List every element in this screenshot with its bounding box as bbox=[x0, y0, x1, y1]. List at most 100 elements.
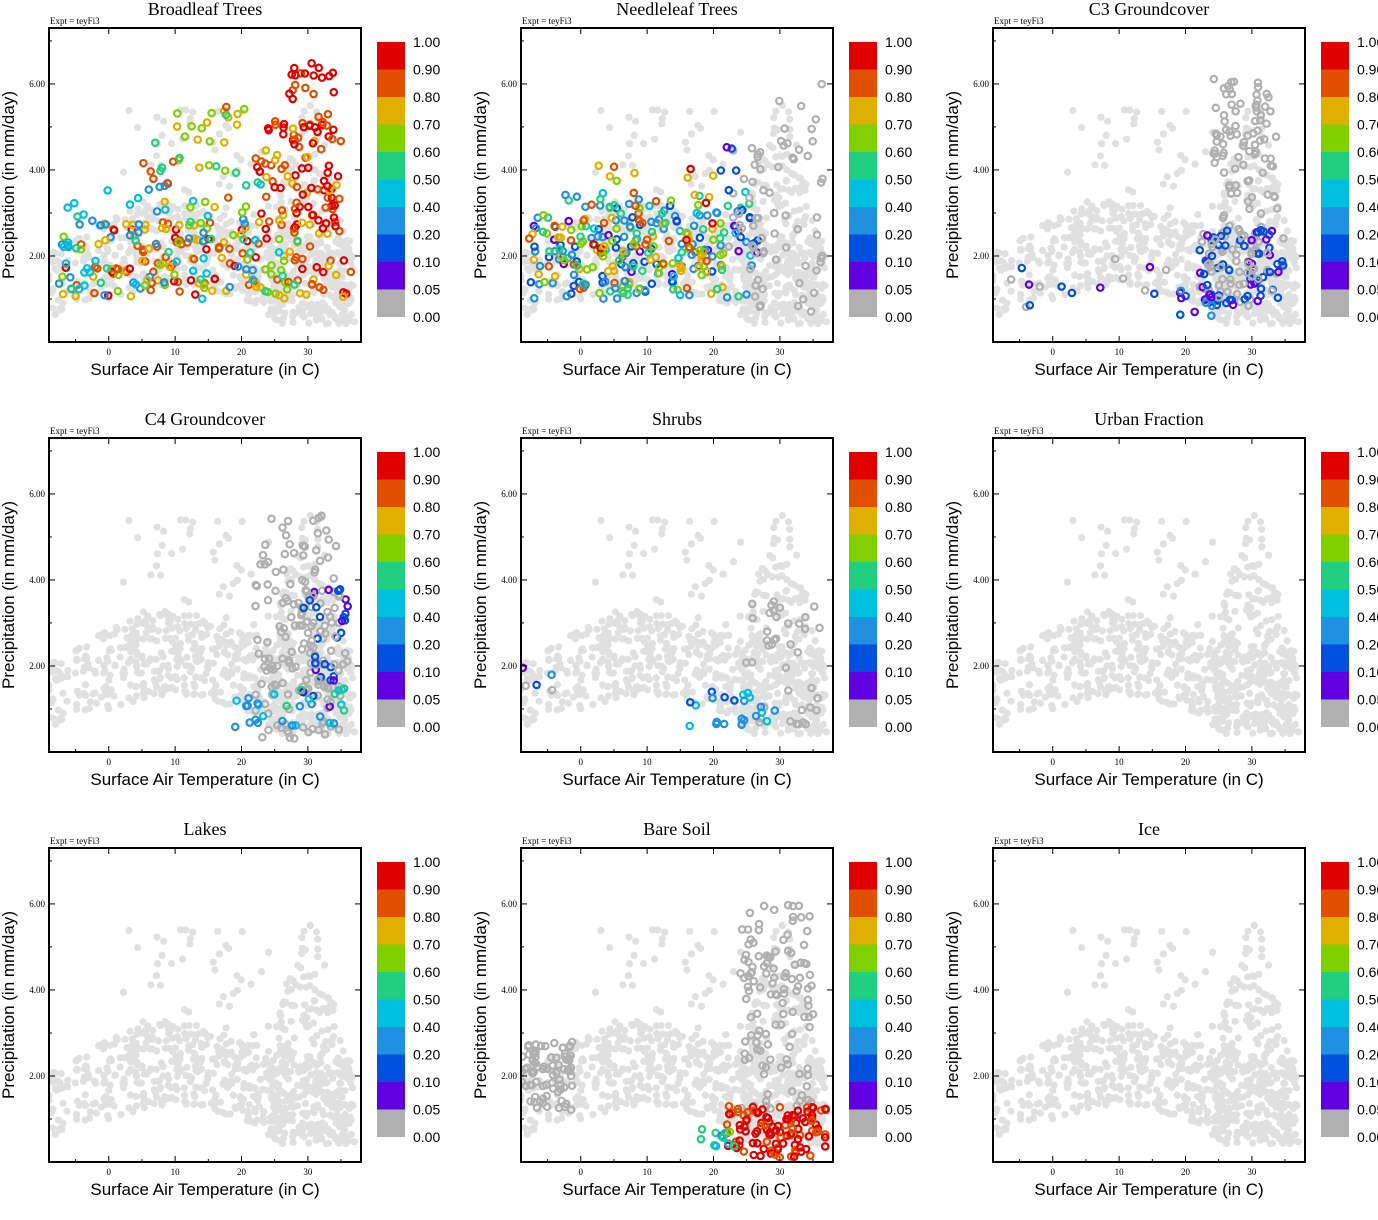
background-point bbox=[125, 516, 133, 525]
background-point bbox=[1253, 199, 1262, 207]
background-point bbox=[269, 297, 277, 305]
background-point bbox=[597, 106, 605, 115]
data-point bbox=[1212, 137, 1221, 146]
background-point bbox=[182, 251, 190, 260]
background-point bbox=[1163, 288, 1171, 296]
data-point bbox=[1199, 269, 1209, 279]
data-point bbox=[736, 232, 745, 242]
background-point bbox=[715, 296, 723, 304]
background-point bbox=[1221, 192, 1229, 200]
background-point bbox=[822, 318, 830, 326]
data-point bbox=[131, 236, 140, 245]
background-point bbox=[328, 276, 336, 285]
data-point bbox=[1279, 234, 1288, 243]
data-point bbox=[221, 110, 231, 120]
background-point bbox=[711, 634, 719, 642]
x-tick-label: 10 bbox=[171, 347, 181, 357]
background-point bbox=[1099, 257, 1107, 265]
data-point bbox=[694, 262, 704, 272]
background-point bbox=[719, 160, 727, 168]
background-point bbox=[640, 647, 648, 655]
data-point bbox=[716, 166, 726, 175]
background-point bbox=[786, 115, 794, 123]
background-point bbox=[645, 265, 653, 274]
data-point bbox=[292, 198, 301, 207]
data-point bbox=[241, 202, 251, 211]
data-point bbox=[160, 197, 169, 207]
background-point bbox=[1105, 197, 1113, 206]
data-point bbox=[290, 280, 299, 289]
data-point bbox=[695, 233, 705, 243]
colorbar-label: 0.05 bbox=[1357, 282, 1378, 298]
background-point bbox=[168, 214, 176, 222]
data-point bbox=[582, 265, 592, 274]
data-point bbox=[327, 193, 337, 203]
background-point bbox=[783, 150, 791, 158]
background-point bbox=[751, 314, 760, 322]
data-point bbox=[569, 270, 579, 280]
data-point bbox=[1237, 231, 1247, 241]
background-point bbox=[556, 664, 564, 672]
background-point bbox=[1096, 245, 1104, 254]
data-point bbox=[279, 256, 289, 266]
background-point bbox=[802, 202, 810, 211]
background-point bbox=[1097, 113, 1105, 121]
colorbar-segment bbox=[377, 234, 405, 262]
background-point bbox=[75, 691, 83, 699]
data-point bbox=[722, 293, 732, 302]
data-point bbox=[337, 685, 347, 695]
data-point bbox=[1262, 248, 1272, 258]
colorbar-segment bbox=[849, 207, 877, 235]
background-point bbox=[58, 715, 66, 723]
data-point bbox=[629, 188, 639, 198]
data-point bbox=[755, 302, 764, 312]
data-point bbox=[298, 118, 307, 128]
data-point bbox=[1253, 274, 1263, 284]
data-point bbox=[1025, 300, 1035, 310]
data-point bbox=[299, 122, 309, 132]
data-point bbox=[757, 233, 766, 243]
data-point bbox=[298, 551, 308, 560]
background-point bbox=[1134, 280, 1143, 288]
background-point bbox=[1120, 217, 1128, 225]
background-point bbox=[327, 249, 336, 257]
colorbar-label: 0.40 bbox=[413, 609, 440, 625]
data-point bbox=[264, 125, 273, 135]
data-point bbox=[290, 228, 299, 237]
data-point bbox=[1271, 132, 1281, 141]
data-point bbox=[200, 197, 210, 207]
data-point bbox=[315, 612, 325, 622]
background-point bbox=[139, 635, 148, 643]
data-point bbox=[326, 646, 336, 655]
data-point bbox=[603, 266, 613, 276]
y-tick-label: 2.00 bbox=[29, 661, 45, 671]
background-point bbox=[742, 283, 750, 291]
colorbar-segment bbox=[1321, 289, 1349, 317]
data-point bbox=[173, 277, 183, 287]
background-point bbox=[664, 611, 673, 620]
data-point bbox=[734, 209, 744, 219]
background-point bbox=[347, 669, 355, 677]
colorbar-label: 0.60 bbox=[413, 554, 440, 570]
data-point bbox=[780, 124, 789, 133]
data-point bbox=[199, 228, 208, 237]
background-point bbox=[59, 689, 67, 697]
background-point bbox=[1117, 252, 1125, 260]
data-point bbox=[651, 196, 661, 206]
data-point bbox=[240, 219, 250, 229]
background-point bbox=[1097, 140, 1106, 148]
data-point bbox=[1226, 131, 1235, 140]
data-point bbox=[1219, 168, 1229, 177]
background-point bbox=[804, 269, 812, 277]
background-point bbox=[144, 612, 152, 620]
data-point bbox=[608, 261, 618, 271]
data-point bbox=[1207, 267, 1216, 276]
background-point bbox=[1279, 319, 1287, 327]
data-point bbox=[697, 255, 707, 265]
data-point bbox=[755, 147, 765, 157]
data-point bbox=[144, 244, 154, 253]
background-point bbox=[658, 120, 666, 128]
background-point bbox=[723, 674, 731, 683]
data-point bbox=[330, 201, 340, 210]
